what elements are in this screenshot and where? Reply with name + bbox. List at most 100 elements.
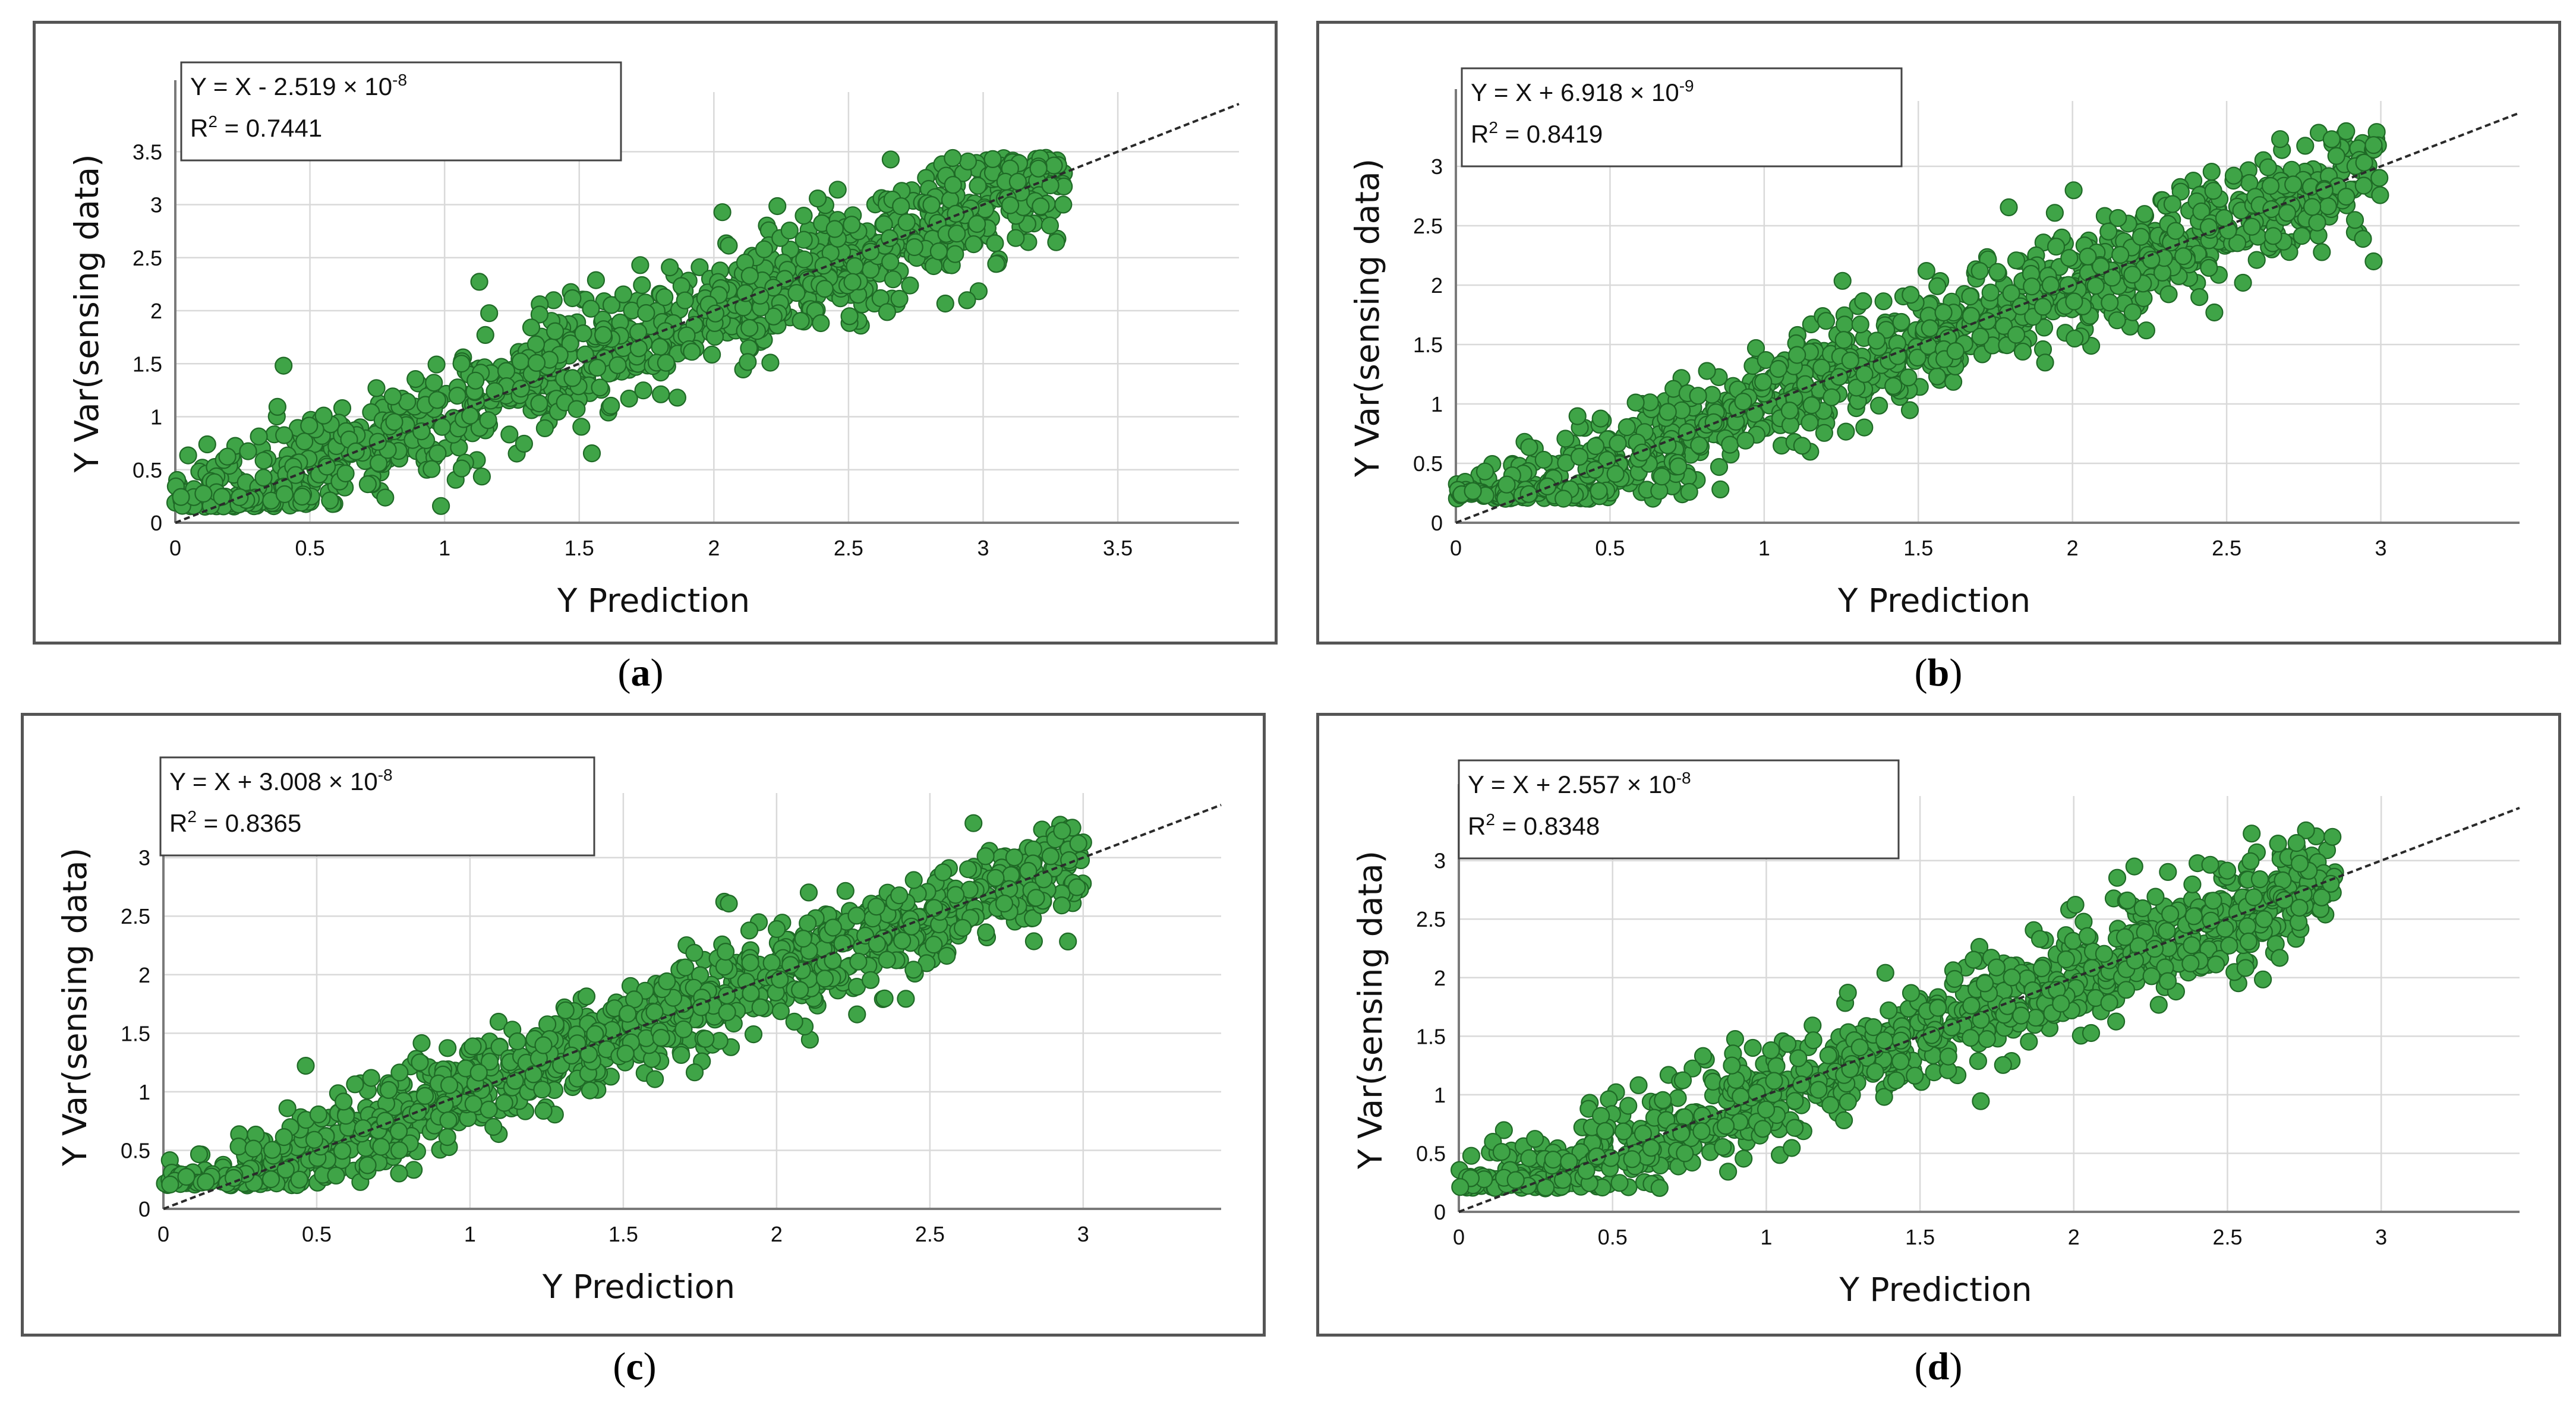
scatter-point	[2269, 835, 2287, 853]
scatter-point	[452, 354, 471, 373]
scatter-point	[390, 1063, 409, 1082]
scatter-point	[1970, 262, 1989, 280]
scatter-point	[631, 256, 649, 274]
scatter-point	[2262, 200, 2281, 219]
x-tick-label: 1.5	[565, 536, 594, 560]
scatter-point	[929, 242, 948, 261]
scatter-point	[383, 387, 402, 406]
chart-svg-b: 0 0.5 1 1.5 2 2.5 300.511.522.53Y PredictionY …	[1316, 21, 2561, 645]
scatter-point	[1987, 958, 2006, 977]
scatter-point	[652, 1028, 670, 1047]
scatter-point	[527, 353, 546, 372]
scatter-point	[305, 1130, 324, 1149]
scatter-point	[1642, 1139, 1660, 1157]
scatter-point	[1765, 1072, 1783, 1090]
scatter-point	[263, 1141, 282, 1159]
scatter-point	[1716, 1117, 1735, 1135]
scatter-point	[179, 446, 197, 465]
scatter-point	[362, 1069, 380, 1087]
scatter-point	[1762, 1041, 1780, 1060]
scatter-point	[2159, 863, 2177, 881]
x-axis-title: Y Prediction	[1839, 1271, 2032, 1309]
scatter-point	[346, 1075, 364, 1094]
scatter-point	[1961, 288, 1979, 306]
scatter-point	[946, 886, 965, 904]
scatter-point	[530, 305, 549, 324]
scatter-point	[1492, 1142, 1511, 1161]
scatter-point	[1609, 434, 1627, 453]
scatter-point	[268, 397, 286, 416]
scatter-point	[815, 280, 834, 298]
scatter-point	[2243, 217, 2261, 236]
scatter-point	[2023, 277, 2041, 296]
scatter-point	[867, 898, 885, 916]
scatter-point	[497, 362, 516, 380]
equation-text: Y = X + 3.008 × 10-8	[169, 766, 393, 795]
scatter-point	[1669, 1089, 1687, 1107]
scatter-point	[275, 356, 293, 375]
scatter-point	[300, 416, 319, 435]
scatter-point	[484, 1117, 503, 1136]
scatter-point	[2261, 176, 2280, 195]
scatter-point	[1591, 409, 1610, 428]
y-tick-label: 1	[1434, 1083, 1446, 1107]
scatter-point	[161, 1175, 179, 1194]
scatter-point	[1946, 969, 1964, 988]
scatter-point	[1714, 1138, 1732, 1156]
scatter-point	[2192, 202, 2211, 220]
scatter-point	[890, 886, 909, 905]
scatter-point	[190, 1145, 209, 1164]
scatter-point	[1537, 1178, 1555, 1197]
scatter-point	[464, 1095, 483, 1113]
scatter-point	[905, 238, 923, 257]
scatter-point	[602, 296, 621, 314]
scatter-point	[2086, 277, 2105, 295]
scatter-point	[702, 345, 721, 364]
scatter-point	[425, 374, 443, 392]
scatter-point	[2337, 188, 2356, 206]
scatter-point	[751, 998, 770, 1016]
scatter-point	[1610, 1174, 1629, 1192]
x-tick-label: 0	[169, 536, 181, 560]
scatter-point	[620, 389, 638, 408]
scatter-point	[938, 946, 956, 965]
scatter-point	[428, 391, 446, 409]
scatter-point	[1899, 368, 1918, 387]
y-tick-label: 3	[1431, 154, 1443, 179]
scatter-point	[2158, 972, 2177, 990]
y-tick-label: 0.5	[133, 458, 162, 482]
y-tick-label: 0	[138, 1197, 150, 1221]
scatter-point	[405, 1161, 423, 1179]
scatter-point	[672, 1046, 690, 1065]
scatter-point	[1887, 1071, 1906, 1089]
scatter-point	[884, 270, 903, 289]
scatter-point	[833, 934, 852, 953]
scatter-point	[1962, 307, 1981, 325]
scatter-point	[2284, 175, 2303, 194]
scatter-point	[2183, 936, 2201, 955]
scatter-point	[1981, 283, 2000, 302]
scatter-point	[1659, 436, 1677, 454]
scatter-point	[1693, 1106, 1711, 1125]
scatter-point	[213, 488, 231, 506]
chart-panel-a: 0 0.5 1 1.5 2 2.5 3 3.5 0 0.5 1 1.5 2 2.5 3 3.5 Y Predic…	[33, 21, 1278, 645]
scatter-point	[1494, 1121, 1513, 1139]
scatter-point	[1917, 262, 1936, 280]
caption-b: (b)	[1914, 651, 1963, 694]
scatter-point	[2142, 967, 2161, 986]
scatter-point	[1962, 996, 1981, 1015]
x-tick-label: 1.5	[608, 1222, 638, 1246]
scatter-point	[275, 426, 294, 444]
scatter-point	[368, 432, 387, 451]
scatter-point	[740, 267, 759, 285]
scatter-point	[198, 435, 216, 454]
scatter-point	[561, 334, 579, 353]
scatter-point	[2228, 234, 2247, 252]
scatter-point	[1626, 393, 1645, 412]
x-tick-label: 1	[1758, 536, 1770, 560]
scatter-point	[922, 195, 941, 214]
scatter-point	[500, 425, 519, 444]
scatter-point	[2146, 887, 2165, 906]
scatter-point	[591, 378, 609, 397]
y-tick-label: 1	[138, 1080, 150, 1104]
